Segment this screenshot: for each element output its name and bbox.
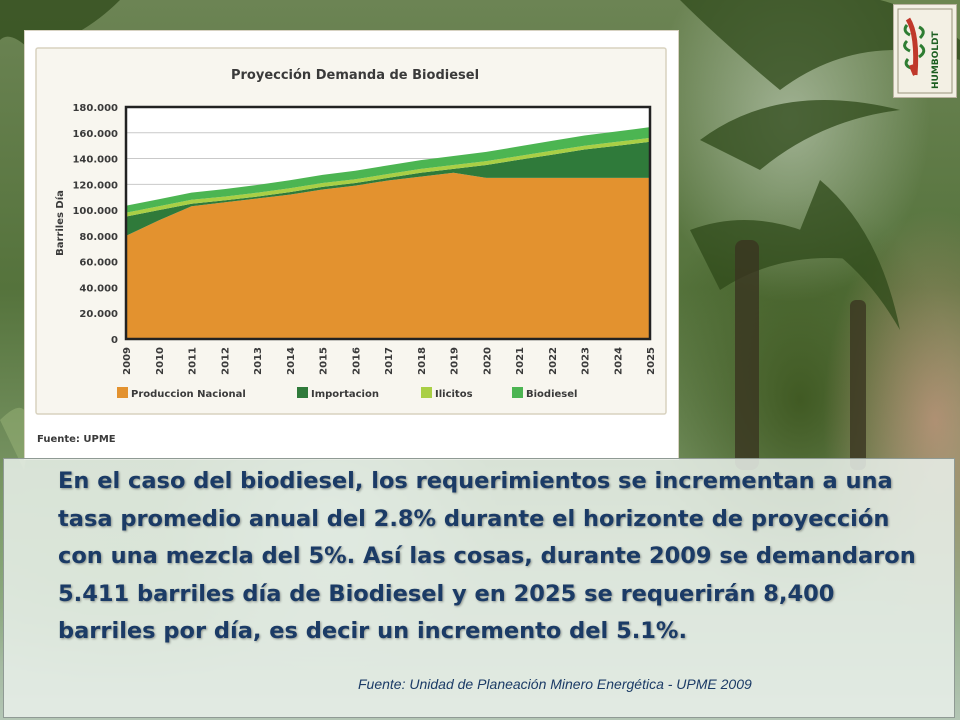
x-tick-label: 2019 bbox=[450, 347, 461, 375]
humboldt-logo: HUMBOLDT bbox=[893, 4, 957, 98]
x-tick-label: 2021 bbox=[515, 347, 526, 375]
legend-label: Importacion bbox=[311, 389, 379, 400]
x-tick-label: 2016 bbox=[351, 347, 362, 375]
x-tick-label: 2024 bbox=[613, 347, 624, 375]
y-tick-label: 100.000 bbox=[72, 206, 118, 217]
x-tick-label: 2009 bbox=[122, 347, 133, 375]
x-tick-label: 2014 bbox=[286, 347, 297, 375]
legend-swatch bbox=[297, 387, 308, 398]
x-tick-label: 2025 bbox=[646, 347, 657, 375]
legend-label: Ilicitos bbox=[435, 389, 473, 400]
legend-label: Produccion Nacional bbox=[131, 389, 246, 400]
y-tick-label: 0 bbox=[111, 335, 118, 346]
legend-swatch bbox=[512, 387, 523, 398]
y-tick-label: 180.000 bbox=[72, 103, 118, 114]
area-ilicitos bbox=[126, 137, 650, 217]
x-tick-label: 2013 bbox=[253, 347, 264, 375]
x-tick-label: 2017 bbox=[384, 347, 395, 375]
legend-swatch bbox=[421, 387, 432, 398]
chart-title: Proyección Demanda de Biodiesel bbox=[231, 68, 479, 83]
y-tick-label: 120.000 bbox=[72, 180, 118, 191]
area-importacion bbox=[126, 141, 650, 236]
x-tick-label: 2012 bbox=[220, 347, 231, 375]
text-band bbox=[3, 458, 955, 718]
slide-source: Fuente: Unidad de Planeación Minero Ener… bbox=[358, 676, 752, 692]
logo-text: HUMBOLDT bbox=[931, 30, 941, 89]
x-tick-label: 2010 bbox=[155, 347, 166, 375]
legend-swatch bbox=[117, 387, 128, 398]
x-tick-label: 2011 bbox=[188, 347, 199, 375]
humboldt-logo-icon: HUMBOLDT bbox=[897, 8, 953, 94]
x-tick-label: 2018 bbox=[417, 347, 428, 375]
y-tick-label: 40.000 bbox=[79, 283, 118, 294]
y-tick-label: 80.000 bbox=[79, 232, 118, 243]
area-produccion-nacional bbox=[126, 172, 650, 339]
chart-panel: Proyección Demanda de Biodiesel Barriles… bbox=[24, 30, 679, 460]
x-tick-label: 2023 bbox=[581, 347, 592, 375]
y-tick-label: 160.000 bbox=[72, 129, 118, 140]
x-tick-label: 2020 bbox=[482, 347, 493, 375]
y-tick-label: 20.000 bbox=[79, 309, 118, 320]
legend-label: Biodiesel bbox=[526, 389, 577, 400]
y-tick-label: 60.000 bbox=[79, 258, 118, 269]
y-tick-label: 140.000 bbox=[72, 155, 118, 166]
slide-body-text: En el caso del biodiesel, los requerimie… bbox=[58, 468, 916, 644]
x-tick-label: 2022 bbox=[548, 347, 559, 375]
y-axis-label: Barriles Día bbox=[54, 190, 66, 256]
x-tick-label: 2015 bbox=[319, 347, 330, 375]
area-biodiesel bbox=[126, 127, 650, 213]
chart-source: Fuente: UPME bbox=[37, 434, 116, 445]
